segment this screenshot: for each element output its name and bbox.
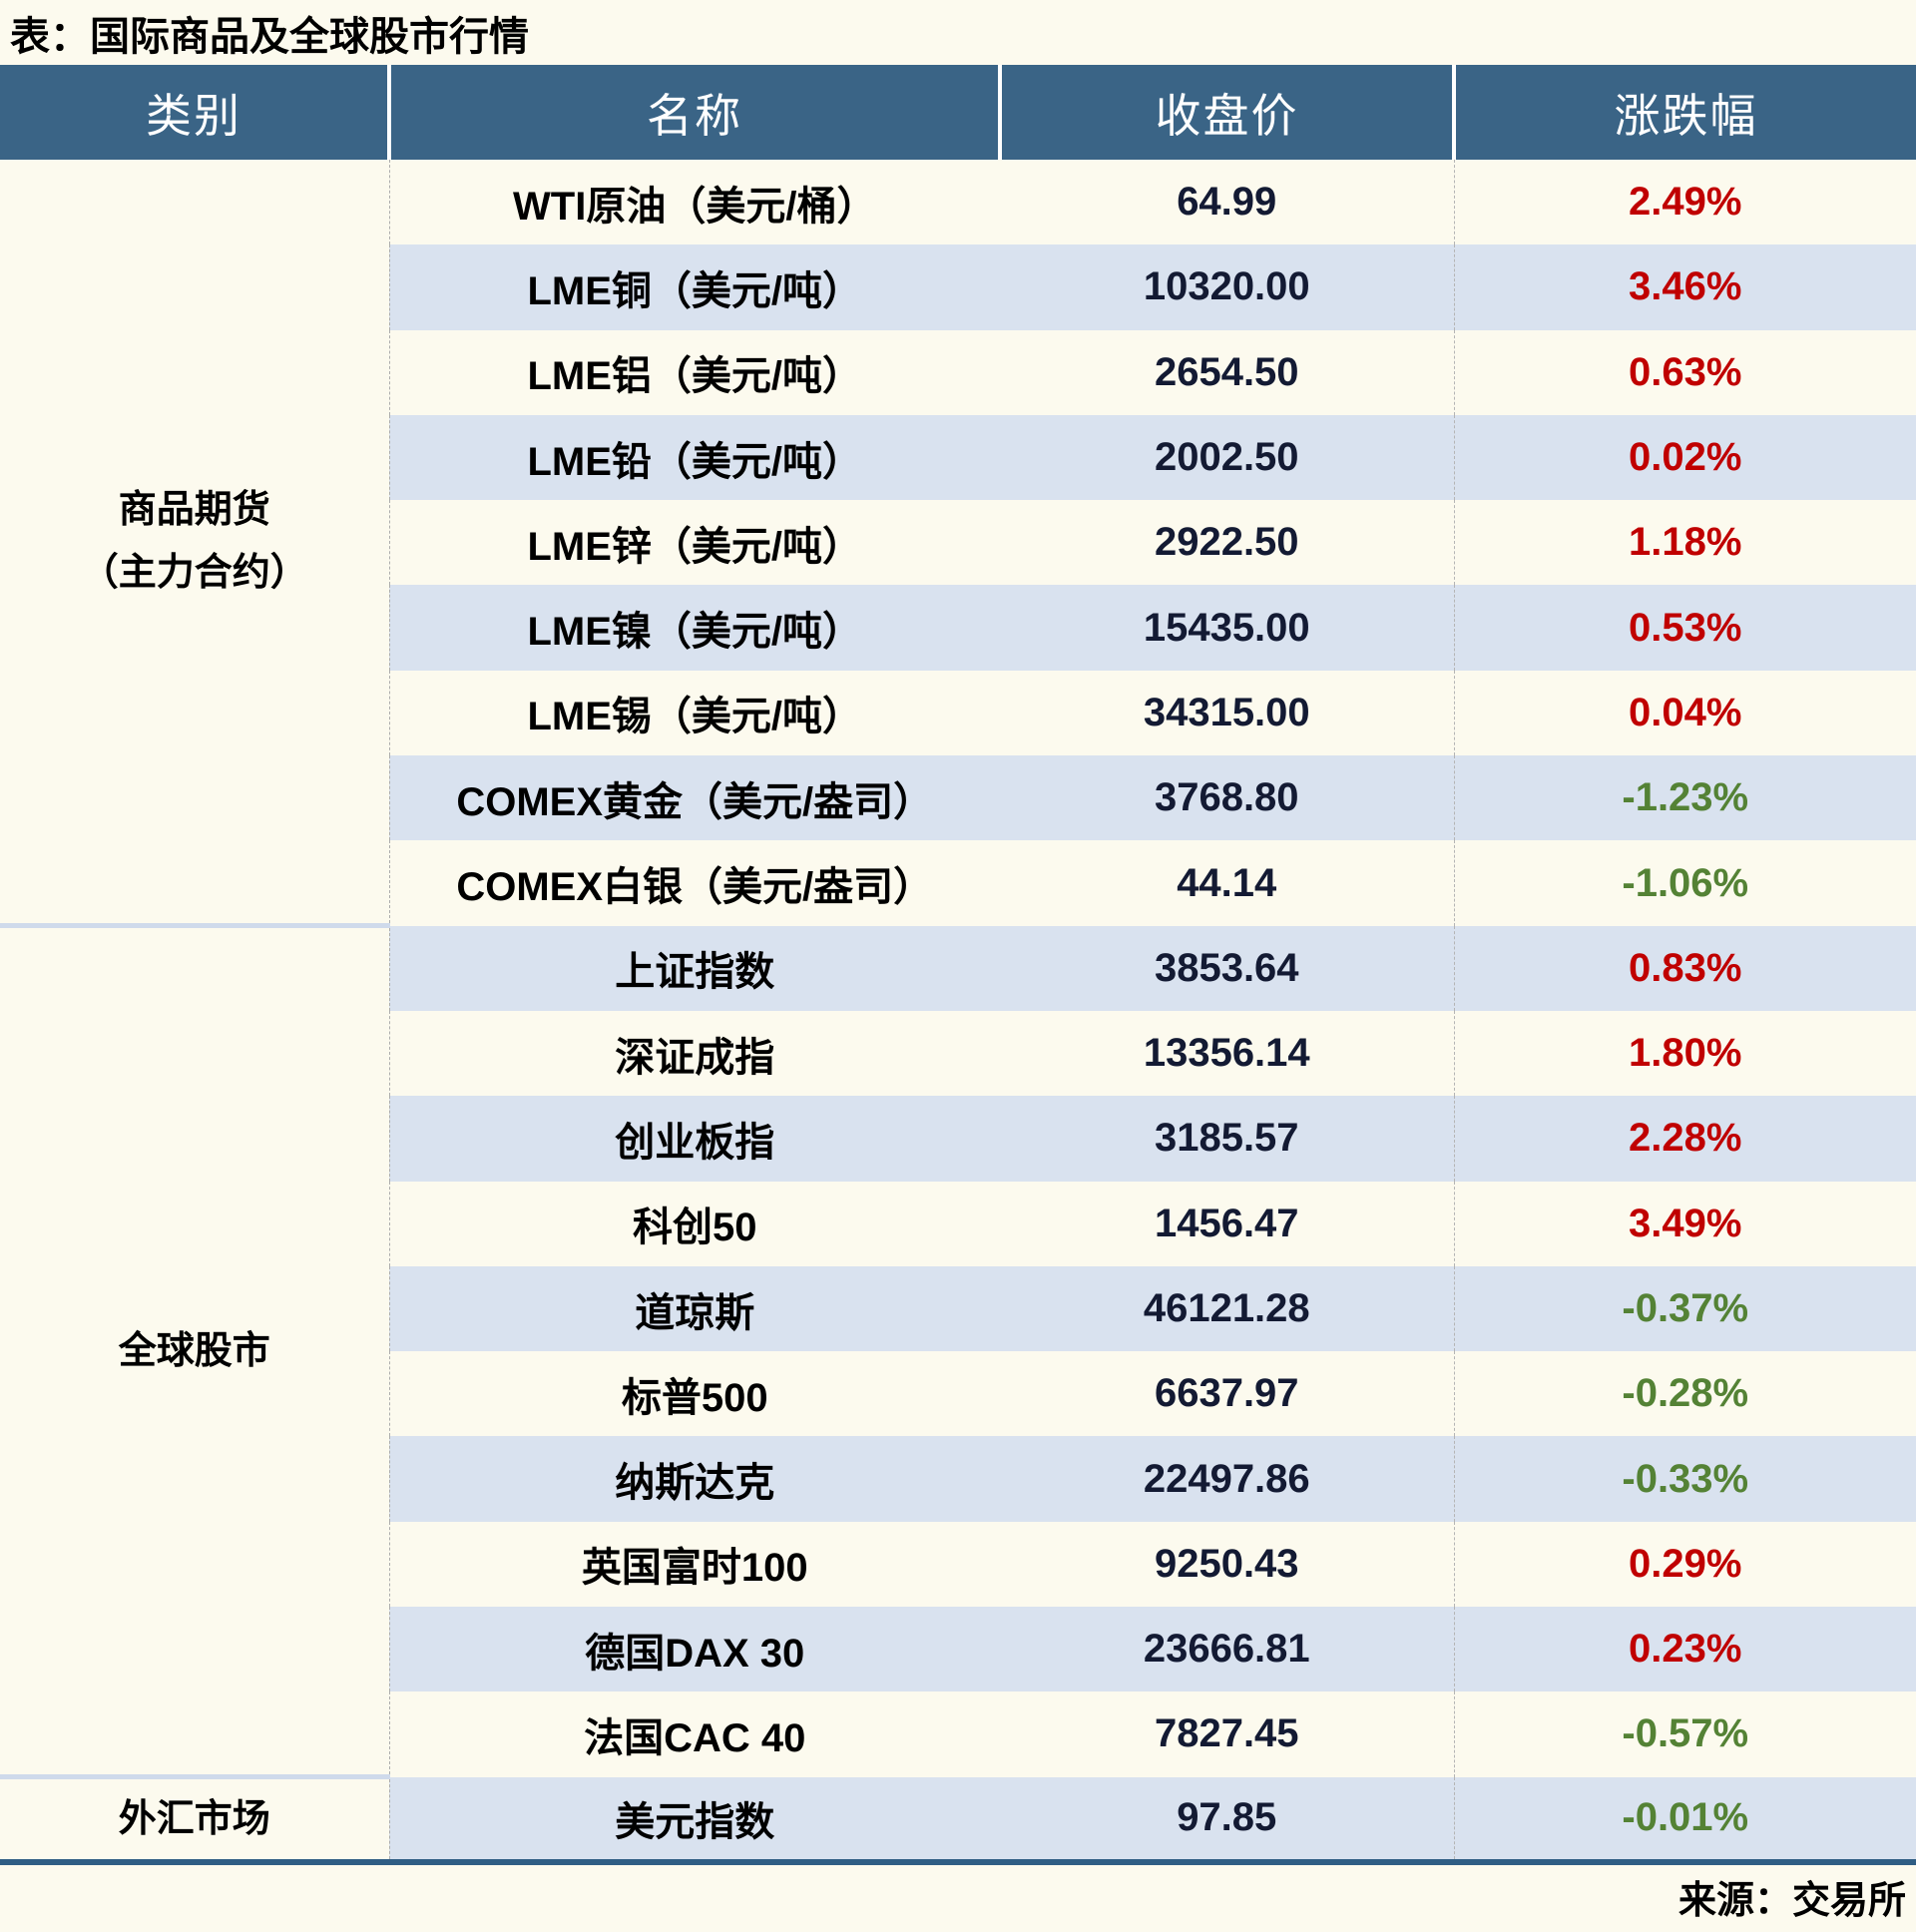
column-header-close: 收盘价	[1000, 65, 1456, 160]
category-label: （主力合约）	[80, 551, 308, 594]
instrument-name: 上证指数	[389, 925, 1000, 1011]
change-percent: -0.01%	[1454, 1776, 1916, 1862]
close-price: 10320.00	[1000, 244, 1455, 330]
table-row: 外汇市场 美元指数 97.85 -0.01%	[0, 1774, 1916, 1862]
change-percent: 0.53%	[1454, 585, 1916, 671]
table-row: 英国富时100 9250.43 0.29%	[0, 1521, 1916, 1608]
instrument-name: 道琼斯	[389, 1265, 1000, 1352]
close-price: 2654.50	[1000, 329, 1455, 415]
instrument-name: 标普500	[621, 1375, 768, 1420]
change-percent: 3.46%	[1454, 244, 1916, 330]
change-percent: -0.28%	[1622, 1371, 1749, 1416]
table-row: 德国DAX 30 23666.81 0.23%	[0, 1607, 1916, 1692]
close-price: 2002.50	[1000, 414, 1455, 501]
instrument-name: LME铝（美元/吨）	[527, 354, 863, 399]
category-cell: 外汇市场	[0, 1774, 390, 1862]
instrument-name: LME锡（美元/吨）	[527, 695, 863, 739]
instrument-name: 英国富时100	[581, 1546, 808, 1591]
change-percent: 2.49%	[1629, 180, 1742, 225]
table-row: 纳斯达克 22497.86 -0.33%	[0, 1436, 1916, 1522]
change-percent: 1.80%	[1629, 1031, 1742, 1076]
close-price: 3185.57	[1000, 1096, 1455, 1182]
instrument-name: WTI原油（美元/桶）	[513, 184, 877, 229]
close-price: 44.14	[1000, 840, 1455, 926]
table-row: LME铜（美元/吨） 10320.00 3.46%	[0, 244, 1916, 330]
close-price: 3768.80	[1000, 755, 1455, 841]
table-row: LME锡（美元/吨） 34315.00 0.04%	[0, 670, 1916, 756]
change-percent: 0.83%	[1454, 925, 1916, 1011]
instrument-name: 科创50	[633, 1206, 757, 1250]
category-label: 外汇市场	[118, 1797, 270, 1840]
instrument-name: LME铜（美元/吨）	[389, 244, 1000, 330]
table-row: 标普500 6637.97 -0.28%	[0, 1351, 1916, 1437]
change-percent: 0.29%	[1629, 1541, 1742, 1586]
table-row: COMEX黄金（美元/盎司） 3768.80 -1.23%	[0, 755, 1916, 841]
close-price: 46121.28	[1000, 1265, 1455, 1352]
change-percent: 1.18%	[1629, 520, 1742, 565]
close-price: 1456.47	[1000, 1181, 1455, 1266]
close-price: 97.85	[1000, 1776, 1455, 1862]
instrument-name: 纳斯达克	[389, 1436, 1000, 1522]
close-price: 15435.00	[1000, 585, 1455, 671]
category-cell: 商品期货 （主力合约）	[0, 160, 390, 926]
close-price: 34315.00	[1000, 670, 1455, 756]
instrument-name: 德国DAX 30	[389, 1607, 1000, 1692]
column-header-name: 名称	[389, 65, 1002, 160]
change-percent: 0.63%	[1629, 349, 1742, 394]
change-percent: -0.33%	[1454, 1436, 1916, 1522]
column-header-change: 涨跌幅	[1454, 65, 1916, 160]
table-row: LME铝（美元/吨） 2654.50 0.63%	[0, 329, 1916, 415]
change-percent: 2.28%	[1454, 1096, 1916, 1182]
table-row: 法国CAC 40 7827.45 -0.57%	[0, 1691, 1916, 1777]
market-quotes-table: 类别 名称 收盘价 涨跌幅 商品期货 （主力合约） WTI原油（美元/桶） 64.99…	[0, 65, 1916, 1865]
table-row: 深证成指 13356.14 1.80%	[0, 1010, 1916, 1097]
instrument-name: COMEX白银（美元/盎司）	[456, 865, 934, 910]
instrument-name: 法国CAC 40	[584, 1715, 806, 1760]
change-percent: -0.37%	[1454, 1265, 1916, 1352]
table-row: 科创50 1456.47 3.49%	[0, 1181, 1916, 1266]
header-row: 类别 名称 收盘价 涨跌幅	[0, 65, 1916, 160]
instrument-name: 创业板指	[389, 1096, 1000, 1182]
table-row: LME锌（美元/吨） 2922.50 1.18%	[0, 500, 1916, 586]
close-price: 64.99	[1000, 160, 1455, 245]
close-price: 13356.14	[1000, 1010, 1455, 1097]
instrument-name: LME铅（美元/吨）	[389, 414, 1000, 501]
close-price: 2922.50	[1000, 500, 1455, 586]
change-percent: -1.06%	[1622, 860, 1749, 905]
change-percent: 0.23%	[1454, 1607, 1916, 1692]
table-row: 道琼斯 46121.28 -0.37%	[0, 1265, 1916, 1352]
change-percent: -1.23%	[1454, 755, 1916, 841]
instrument-name: 美元指数	[389, 1776, 1000, 1862]
table-row: 创业板指 3185.57 2.28%	[0, 1096, 1916, 1182]
change-percent: 0.04%	[1629, 690, 1742, 734]
close-price: 7827.45	[1000, 1691, 1455, 1777]
instrument-name: LME锌（美元/吨）	[527, 524, 863, 569]
category-label: 商品期货	[118, 488, 270, 531]
change-percent: 0.02%	[1454, 414, 1916, 501]
close-price: 6637.97	[1000, 1351, 1455, 1437]
close-price: 23666.81	[1000, 1607, 1455, 1692]
close-price: 3853.64	[1000, 925, 1455, 1011]
page-title: 表：国际商品及全球股市行情	[10, 14, 529, 59]
table-row: LME铅（美元/吨） 2002.50 0.02%	[0, 414, 1916, 501]
column-header-category: 类别	[0, 65, 391, 160]
instrument-name: COMEX黄金（美元/盎司）	[389, 755, 1000, 841]
instrument-name: 深证成指	[615, 1035, 775, 1080]
table-row: COMEX白银（美元/盎司） 44.14 -1.06%	[0, 840, 1916, 926]
category-cell: 全球股市	[0, 923, 390, 1777]
table-row: 商品期货 （主力合约） WTI原油（美元/桶） 64.99 2.49%	[0, 160, 1916, 926]
close-price: 9250.43	[1000, 1521, 1455, 1608]
table-row: LME镍（美元/吨） 15435.00 0.53%	[0, 585, 1916, 671]
close-price: 22497.86	[1000, 1436, 1455, 1522]
table-row: 全球股市 上证指数 3853.64 0.83%	[0, 923, 1916, 1777]
source-note: 来源：交易所	[1677, 1880, 1906, 1923]
change-percent: -0.57%	[1622, 1711, 1749, 1756]
change-percent: 3.49%	[1629, 1201, 1742, 1245]
category-label: 全球股市	[118, 1329, 270, 1372]
instrument-name: LME镍（美元/吨）	[389, 585, 1000, 671]
